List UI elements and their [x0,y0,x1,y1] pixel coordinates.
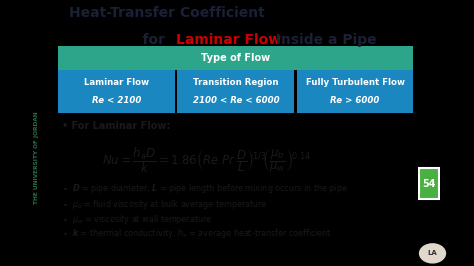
Bar [419,168,439,199]
Circle shape [419,244,446,263]
Text: 54: 54 [422,178,436,189]
Text: Laminar Flow: Laminar Flow [176,33,281,47]
Text: $\bullet$  $\boldsymbol{\mu_w}$ = viscosity at wall temperature: $\bullet$ $\boldsymbol{\mu_w}$ = viscosi… [62,213,212,226]
Text: 2100 < Re < 6000: 2100 < Re < 6000 [192,96,279,105]
Text: Transition Region: Transition Region [193,78,279,88]
Text: Re > 6000: Re > 6000 [330,96,380,105]
Text: Fully Turbulent Flow: Fully Turbulent Flow [306,78,405,88]
Text: $Nu = \dfrac{h_a D}{k} = 1.86\left(Re\;Pr\;\dfrac{D}{L}\right)^{\!1/3}\!\!\left(: $Nu = \dfrac{h_a D}{k} = 1.86\left(Re\;P… [102,145,311,175]
Text: Laminar Flow: Laminar Flow [84,78,149,88]
Bar [177,70,294,113]
Text: • For Laminar Flow:: • For Laminar Flow: [62,121,170,131]
Text: $\bullet$  $\boldsymbol{D}$ = pipe diameter, $\boldsymbol{L}$ = pipe length befo: $\bullet$ $\boldsymbol{D}$ = pipe diamet… [62,182,347,195]
Bar [297,70,413,113]
Text: Re < 2100: Re < 2100 [92,96,141,105]
Text: LA: LA [428,250,438,256]
Text: $\bullet$  $\boldsymbol{\mu_b}$ = fluid viscosity at bulk average temperature: $\bullet$ $\boldsymbol{\mu_b}$ = fluid v… [62,198,267,211]
Text: Type of Flow: Type of Flow [201,53,270,63]
Text: THE UNIVERSITY OF JORDAN: THE UNIVERSITY OF JORDAN [34,111,39,204]
Text: Heat-Transfer Coefficient: Heat-Transfer Coefficient [69,6,265,20]
Bar [58,70,175,113]
Bar [58,46,413,70]
Text: for: for [123,33,170,47]
Text: Inside a Pipe: Inside a Pipe [271,33,377,47]
Text: $\bullet$  $\boldsymbol{k}$ = thermal conductivity, $\boldsymbol{h_a}$ = average: $\bullet$ $\boldsymbol{k}$ = thermal con… [62,227,332,240]
